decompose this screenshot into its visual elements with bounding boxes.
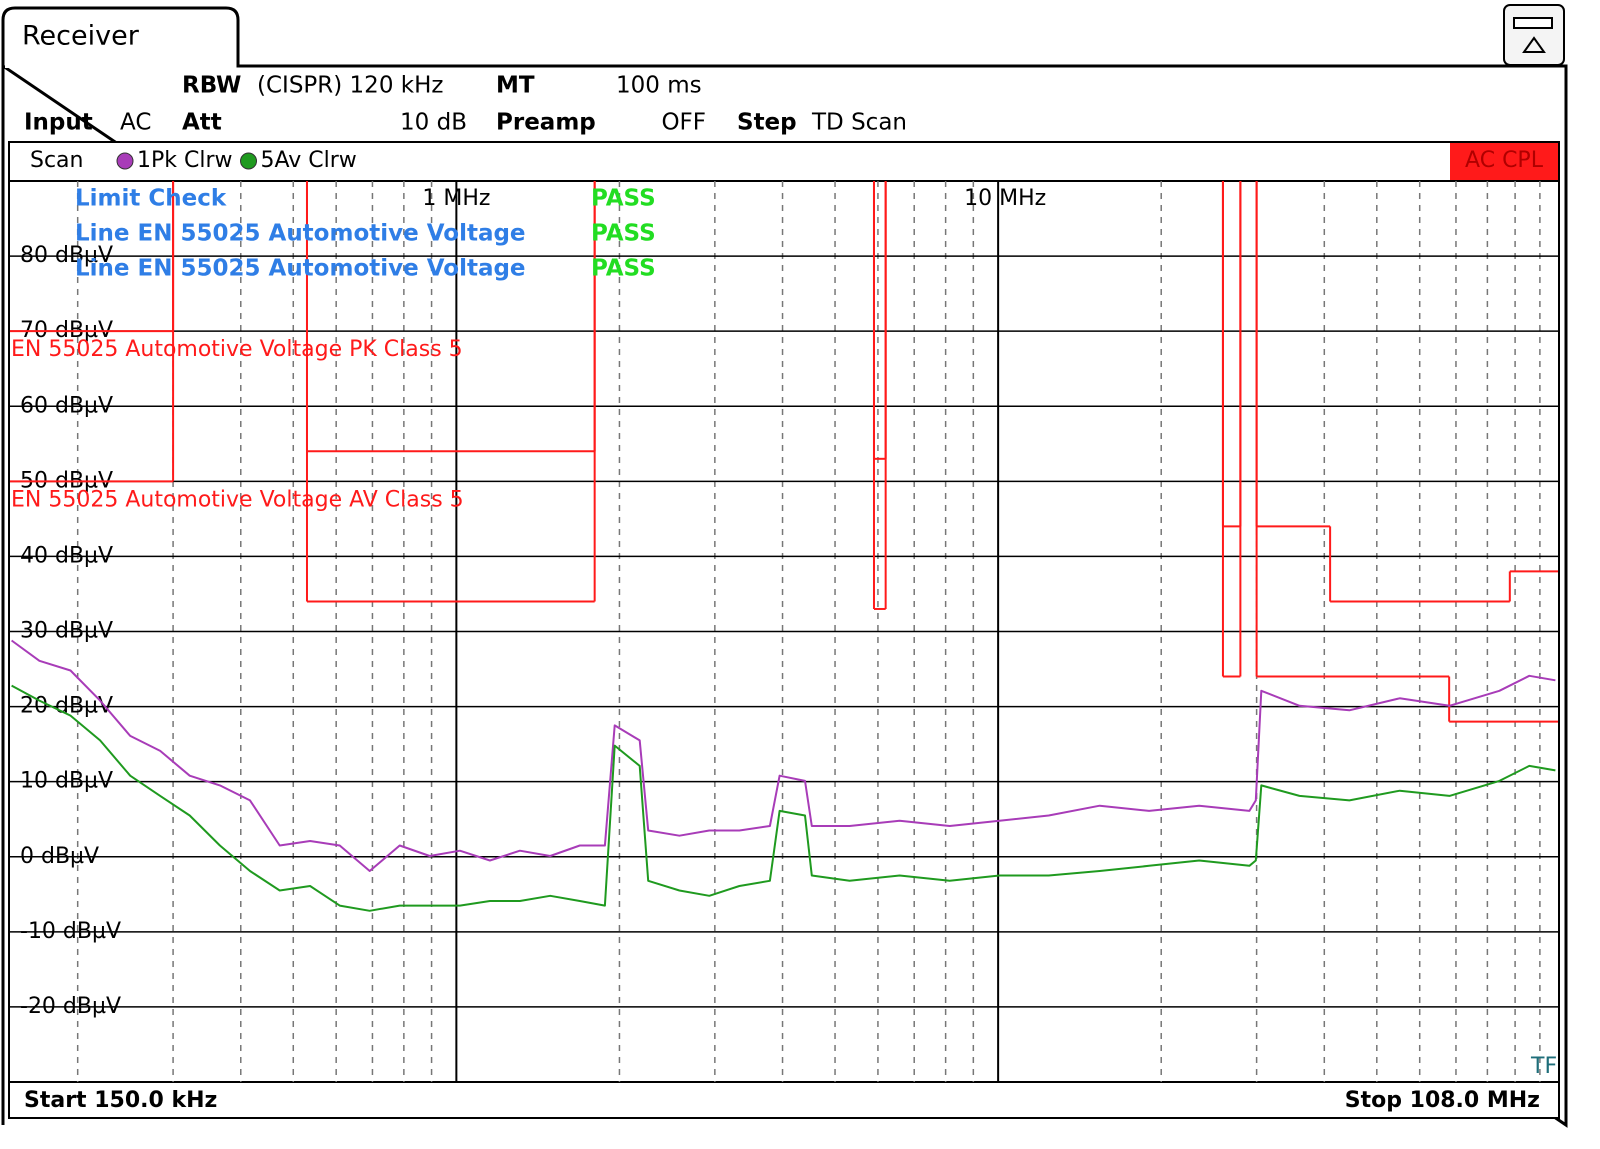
diagram-frame bbox=[8, 141, 1560, 1119]
footer-start: Start 150.0 kHz bbox=[24, 1088, 217, 1113]
input-label: Input bbox=[24, 110, 93, 136]
limit-check-label: Limit Check bbox=[75, 186, 227, 212]
input-value: AC bbox=[120, 110, 151, 136]
mt-value: 100 ms bbox=[616, 73, 702, 99]
icon-box[interactable] bbox=[1503, 4, 1565, 66]
x-tick-label: 10 MHz bbox=[964, 186, 1046, 211]
y-tick-label: 80 dBµV bbox=[20, 243, 113, 268]
legend-dot bbox=[116, 152, 134, 170]
tab-gap bbox=[5, 64, 236, 68]
y-tick-label: 40 dBµV bbox=[20, 543, 113, 568]
y-tick-label: 10 dBµV bbox=[20, 769, 113, 794]
limit-check-result: PASS bbox=[591, 256, 656, 282]
rbw-value: (CISPR) 120 kHz bbox=[257, 73, 443, 99]
step-label: Step bbox=[737, 110, 797, 136]
att-value: 10 dB bbox=[400, 110, 467, 136]
limit-check-result: PASS bbox=[591, 186, 656, 212]
rbw-label: RBW bbox=[182, 73, 241, 99]
limit-line-label: EN 55025 Automotive Voltage AV Class 5 bbox=[11, 487, 464, 512]
trace bbox=[11, 639, 1556, 872]
overlay: Limit Check PASS Line EN 55025 Automotiv… bbox=[75, 186, 656, 282]
mt-label: MT bbox=[496, 73, 535, 99]
trace-marker: TF bbox=[1530, 1054, 1557, 1079]
trace bbox=[11, 684, 1556, 912]
limit-check-result: PASS bbox=[591, 221, 656, 247]
preamp-value: OFF bbox=[661, 110, 706, 136]
legend-label: 1Pk Clrw bbox=[137, 148, 233, 173]
step-value: TD Scan bbox=[811, 110, 907, 136]
y-tick-label: -20 dBµV bbox=[20, 994, 121, 1019]
tab-title[interactable]: Receiver bbox=[22, 21, 140, 52]
legend-label: 5Av Clrw bbox=[261, 148, 357, 173]
footer-stop: Stop 108.0 MHz bbox=[1345, 1088, 1540, 1113]
preamp-label: Preamp bbox=[496, 110, 596, 136]
limit-check-label: Line EN 55025 Automotive Voltage bbox=[75, 256, 526, 282]
coupling-badge bbox=[1450, 143, 1558, 180]
coupling-label: AC CPL bbox=[1465, 148, 1544, 173]
limit-line-label: EN 55025 Automotive Voltage PK Class 5 bbox=[11, 337, 463, 362]
y-tick-label: 30 dBµV bbox=[20, 619, 113, 644]
legend-dot bbox=[240, 152, 258, 170]
att-label: Att bbox=[182, 110, 222, 136]
icon-battery bbox=[1513, 17, 1553, 29]
icon-triangle bbox=[1522, 36, 1546, 53]
x-tick-label: 1 MHz bbox=[422, 186, 490, 211]
toolbar-icon[interactable] bbox=[1503, 4, 1565, 66]
y-tick-label: -10 dBµV bbox=[20, 919, 121, 944]
scan-label: Scan bbox=[30, 148, 84, 173]
limit-line bbox=[10, 181, 1558, 723]
y-tick-label: 0 dBµV bbox=[20, 844, 99, 869]
limit-check-label: Line EN 55025 Automotive Voltage bbox=[75, 221, 526, 247]
y-tick-label: 60 dBµV bbox=[20, 393, 113, 418]
